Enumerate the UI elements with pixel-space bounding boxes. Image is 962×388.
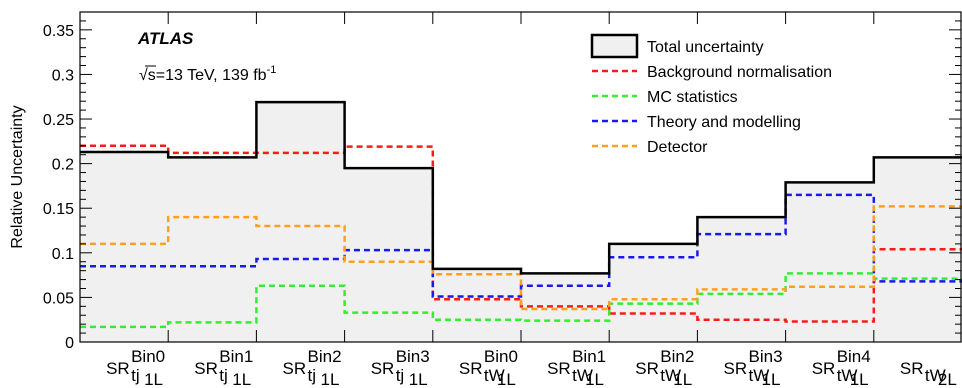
bin-label-sup: Bin4	[837, 347, 871, 366]
bin-label-main: SR	[812, 359, 836, 378]
y-tick-label: 0	[65, 335, 74, 352]
y-axis-label: Relative Uncertainty	[9, 105, 26, 248]
bin-label-main: SR	[283, 359, 307, 378]
bin-label-sub: tW	[572, 366, 593, 385]
bin-label-main: SR	[194, 359, 218, 378]
bin-label-sub: tW	[660, 366, 681, 385]
bin-label-subsub: 1L	[144, 370, 163, 388]
legend-entry: Theory and modelling	[647, 114, 801, 131]
bin-label-subsub: 1L	[321, 370, 340, 388]
y-tick-label: 0.35	[43, 23, 74, 40]
bin-label-subsub: 1L	[232, 370, 251, 388]
legend-swatch-total	[590, 33, 639, 59]
bin-label-subsub: 1L	[409, 370, 428, 388]
series-line-2	[80, 272, 962, 329]
bin-label-subsub: 1L	[497, 370, 516, 388]
legend-entry: Background normalisation	[647, 64, 832, 81]
bin-label-sub: tj	[131, 366, 140, 385]
y-tick-label: 0.1	[52, 246, 74, 263]
y-tick-label: 0.25	[43, 112, 74, 129]
energy-lumi-text: √s=13 TeV, 139 fb	[139, 67, 267, 84]
bin-label-sup: Bin2	[660, 347, 694, 366]
bin-label-subsub: 1L	[585, 370, 604, 388]
bin-label-subsub: 2L	[938, 370, 957, 388]
bin-label-main: SR	[900, 359, 924, 378]
bin-label-sup: Bin0	[484, 347, 518, 366]
bin-label-sub: tW	[837, 366, 858, 385]
bin-label-sup: Bin0	[131, 347, 165, 366]
y-tick-label: 0.2	[52, 157, 74, 174]
atlas-label: ATLAS	[137, 29, 194, 48]
y-tick-label: 0.15	[43, 201, 74, 218]
bin-label-sup: Bin3	[396, 347, 430, 366]
bin-label-sub: tW	[484, 366, 505, 385]
annotations: ATLAS √s=13 TeV, 139 fb-1	[137, 29, 276, 84]
total-uncertainty-line	[80, 100, 962, 275]
bin-label-main: SR	[106, 359, 130, 378]
bin-label-subsub: 1L	[762, 370, 781, 388]
bin-label-main: SR	[635, 359, 659, 378]
plot-area	[80, 100, 962, 342]
bin-label-sup: Bin3	[749, 347, 783, 366]
bin-label-subsub: 1L	[850, 370, 869, 388]
y-tick-label: 0.05	[43, 290, 74, 307]
bin-label-sub: tj	[396, 366, 405, 385]
bin-label-sup: Bin1	[219, 347, 253, 366]
bin-label-main: SR	[459, 359, 483, 378]
bin-label-main: SR	[371, 359, 395, 378]
bin-label-sub: tj	[308, 366, 317, 385]
bin-label-sub: tW	[925, 366, 946, 385]
bin-label-sup: Bin2	[308, 347, 342, 366]
legend-entry: Detector	[647, 139, 708, 156]
legend-entry: MC statistics	[647, 89, 738, 106]
bin-label-sub: tW	[749, 366, 770, 385]
bin-label-main: SR	[724, 359, 748, 378]
legend: Total uncertainty Background normalisatio…	[590, 33, 832, 156]
bin-label-sub: tj	[219, 366, 228, 385]
bin-label-subsub: 1L	[673, 370, 692, 388]
legend-entry: Total uncertainty	[647, 39, 764, 56]
lumi-exponent: -1	[267, 64, 277, 76]
y-tick-label: 0.3	[52, 67, 74, 84]
series-line-3	[80, 193, 962, 298]
total-uncertainty-fill	[80, 102, 962, 342]
energy-lumi-label: √s=13 TeV, 139 fb-1	[139, 64, 276, 84]
bin-label-sup: Bin1	[572, 347, 606, 366]
series-line-4	[80, 205, 962, 311]
bin-label-main: SR	[547, 359, 571, 378]
